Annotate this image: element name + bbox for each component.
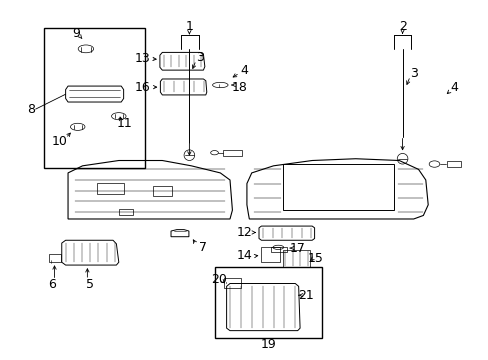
Text: 14: 14 [236, 249, 252, 262]
Bar [119, 209, 133, 215]
Bar [224, 278, 241, 288]
Text: 3: 3 [409, 67, 417, 80]
Text: 10: 10 [52, 135, 68, 148]
Text: 4: 4 [450, 81, 458, 94]
Text: 2: 2 [398, 21, 406, 33]
Text: 8: 8 [27, 103, 35, 116]
Bar [49, 255, 61, 262]
Text: 17: 17 [289, 242, 305, 255]
Bar [261, 247, 279, 262]
Bar [283, 250, 309, 267]
Text: 12: 12 [236, 226, 252, 239]
Bar [215, 267, 321, 338]
Bar [270, 247, 286, 252]
Bar [97, 183, 123, 194]
Bar [446, 161, 460, 167]
Bar [44, 28, 145, 168]
Text: 4: 4 [240, 64, 248, 77]
Text: 18: 18 [231, 81, 247, 94]
Text: 7: 7 [199, 241, 207, 254]
Text: 13: 13 [135, 52, 150, 65]
Text: 5: 5 [85, 278, 94, 291]
Text: 20: 20 [211, 274, 227, 287]
Bar [283, 164, 393, 210]
Text: 15: 15 [307, 252, 324, 265]
Text: 6: 6 [48, 278, 56, 291]
Text: 1: 1 [185, 21, 193, 33]
Bar [223, 149, 242, 156]
Text: 11: 11 [117, 117, 132, 130]
Text: 3: 3 [196, 51, 203, 64]
Text: 19: 19 [260, 338, 276, 351]
Text: 9: 9 [72, 27, 80, 40]
Text: 21: 21 [298, 289, 314, 302]
Bar [152, 186, 172, 196]
Text: 16: 16 [135, 81, 150, 94]
